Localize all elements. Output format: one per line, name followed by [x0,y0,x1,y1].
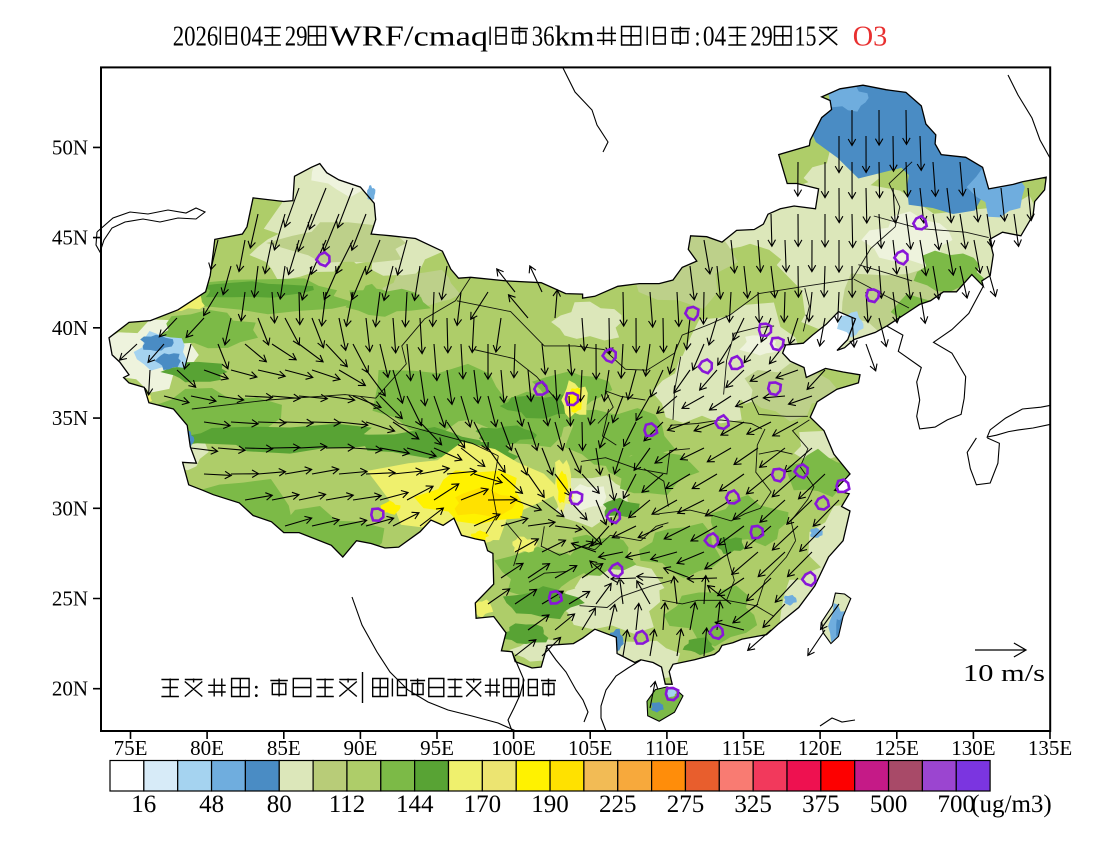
svg-text:85E: 85E [267,736,301,760]
svg-text::: : [253,677,260,703]
svg-text:35N: 35N [52,406,88,430]
svg-text::: : [695,21,701,53]
svg-text:20N: 20N [52,677,88,701]
svg-text:325: 325 [734,791,772,818]
svg-text:(ug/m3): (ug/m3) [971,791,1052,818]
svg-text:100E: 100E [491,736,535,760]
svg-text:144: 144 [396,791,434,818]
svg-text:190: 190 [531,791,569,818]
svg-text:29: 29 [285,21,308,53]
svg-text:120E: 120E [798,736,842,760]
svg-text:95E: 95E [420,736,454,760]
svg-text:50N: 50N [52,135,88,159]
svg-text:48: 48 [199,791,224,818]
svg-text:225: 225 [599,791,637,818]
svg-text:170: 170 [464,791,502,818]
svg-text:80E: 80E [190,736,224,760]
svg-text:2026: 2026 [173,21,219,53]
svg-text:45N: 45N [52,226,88,250]
svg-text:WRF/cmaq: WRF/cmaq [329,21,488,53]
svg-text:90E: 90E [343,736,377,760]
svg-text:75E: 75E [114,736,148,760]
svg-text:10 m/s: 10 m/s [963,661,1045,687]
svg-text:29: 29 [750,21,773,53]
svg-text:O3: O3 [853,21,888,53]
svg-text:105E: 105E [568,736,612,760]
svg-text:125E: 125E [875,736,919,760]
svg-text:04: 04 [703,21,727,53]
svg-text:130E: 130E [951,736,995,760]
svg-text:700: 700 [937,791,975,818]
svg-text:30N: 30N [52,496,88,520]
svg-text:135E: 135E [1028,736,1072,760]
svg-text:375: 375 [802,791,840,818]
svg-text:15: 15 [795,21,817,53]
svg-text:110E: 110E [645,736,689,760]
svg-text:112: 112 [329,791,366,818]
svg-text:80: 80 [267,791,292,818]
svg-text:25N: 25N [52,587,88,611]
svg-text:36: 36 [532,21,555,53]
svg-text:115E: 115E [722,736,766,760]
svg-text:275: 275 [667,791,705,818]
svg-text:km: km [555,21,595,53]
svg-text:16: 16 [131,791,156,818]
svg-text:40N: 40N [52,316,88,340]
svg-text:500: 500 [870,791,908,818]
svg-text:04: 04 [240,21,263,53]
